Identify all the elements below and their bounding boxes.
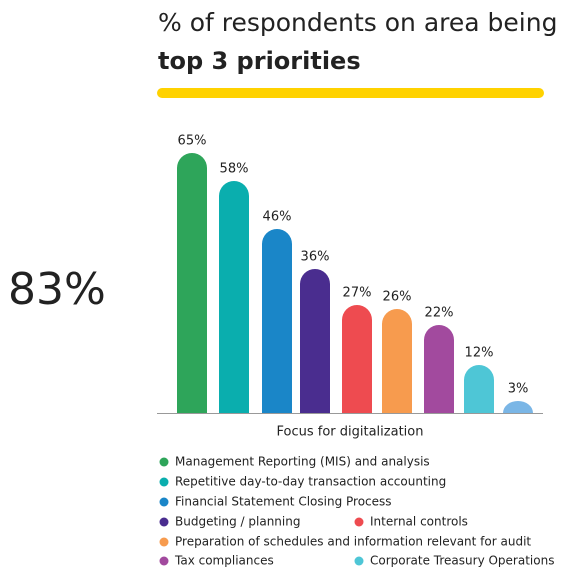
- value-label: 27%: [343, 286, 372, 301]
- legend-label: Repetitive day-to-day transaction accoun…: [175, 475, 446, 489]
- legend-marker: [159, 517, 169, 527]
- legend-label: Corporate Treasury Operations: [370, 554, 554, 568]
- annotation: 83%: [8, 264, 106, 315]
- legend-marker: [159, 477, 169, 487]
- bar: [342, 305, 372, 413]
- x-axis-label: Focus for digitalization: [277, 425, 424, 440]
- value-label: 65%: [178, 134, 207, 149]
- bar: [262, 229, 292, 413]
- chart-subtitle: top 3 priorities: [158, 47, 361, 75]
- legend-label: Budgeting / planning: [175, 515, 300, 529]
- value-label: 22%: [425, 306, 454, 321]
- bar: [177, 153, 207, 413]
- legend-marker: [354, 556, 364, 566]
- bar: [503, 401, 533, 413]
- legend-marker: [159, 537, 169, 547]
- value-label: 36%: [301, 250, 330, 265]
- bar: [300, 269, 330, 413]
- value-label: 46%: [263, 210, 292, 225]
- legend-label: Financial Statement Closing Process: [175, 495, 392, 509]
- legend-label: Management Reporting (MIS) and analysis: [175, 455, 430, 469]
- bar: [382, 309, 412, 413]
- chart-title: % of respondents on area being: [158, 8, 557, 37]
- bar: [219, 181, 249, 413]
- value-label: 12%: [465, 346, 494, 361]
- value-label: 58%: [220, 162, 249, 177]
- value-label: 3%: [508, 382, 529, 397]
- legend-marker: [159, 457, 169, 467]
- legend-marker: [354, 517, 364, 527]
- legend-marker: [159, 497, 169, 507]
- bar: [424, 325, 454, 413]
- bar: [464, 365, 494, 413]
- legend-marker: [159, 556, 169, 566]
- legend-label: Internal controls: [370, 515, 468, 529]
- legend-label: Tax compliances: [174, 554, 274, 568]
- legend-label: Preparation of schedules and information…: [175, 535, 531, 549]
- title-bar: [157, 88, 544, 98]
- value-label: 26%: [383, 290, 412, 305]
